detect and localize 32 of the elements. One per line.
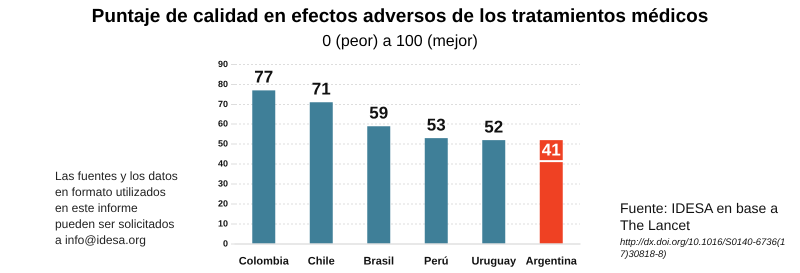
bar: [482, 140, 506, 244]
bar: [252, 90, 276, 244]
chart-title: Puntaje de calidad en efectos adversos de los tratamientos médicos: [90, 6, 710, 28]
data-label: 52: [484, 117, 504, 136]
data-label: 59: [369, 103, 388, 122]
x-tick-label: Chile: [308, 255, 335, 268]
source-note: Fuente: IDESA en base a The Lancet: [620, 200, 779, 234]
x-tick-label: Uruguay: [471, 255, 517, 268]
bar: [310, 102, 333, 244]
y-tick-label: 70: [218, 98, 228, 109]
text: Las fuentes y los datos en formato utilizados en este informe pueden ser solicitados a info@idesa.org: [55, 168, 179, 248]
y-tick-label: 20: [218, 198, 228, 208]
chart-subtitle: 0 (peor) a 100 (mejor): [321, 33, 479, 51]
data-label: 41: [542, 140, 561, 160]
text: http://dx.doi.org/10.1016/S0140-6736(17)30818-8): [620, 237, 786, 261]
y-tick-label: 0: [222, 238, 228, 248]
bar: [424, 138, 448, 244]
y-tick-label: 50: [218, 138, 228, 149]
y-tick-label: 60: [218, 118, 228, 129]
y-tick-label: 40: [218, 158, 228, 169]
y-tick-label: 90: [218, 58, 228, 69]
bar: [367, 126, 390, 244]
x-tick-label: Perú: [424, 255, 448, 268]
y-tick-label: 10: [218, 218, 228, 228]
data-label: 71: [312, 79, 331, 98]
data-label: 53: [426, 115, 446, 134]
x-tick-label: Argentina: [526, 255, 578, 268]
y-tick-label: 30: [218, 178, 228, 188]
x-tick-label: Brasil: [363, 255, 394, 268]
data-label: 77: [254, 68, 274, 86]
x-tick-label: Colombia: [238, 255, 290, 268]
y-tick-label: 80: [218, 78, 228, 89]
